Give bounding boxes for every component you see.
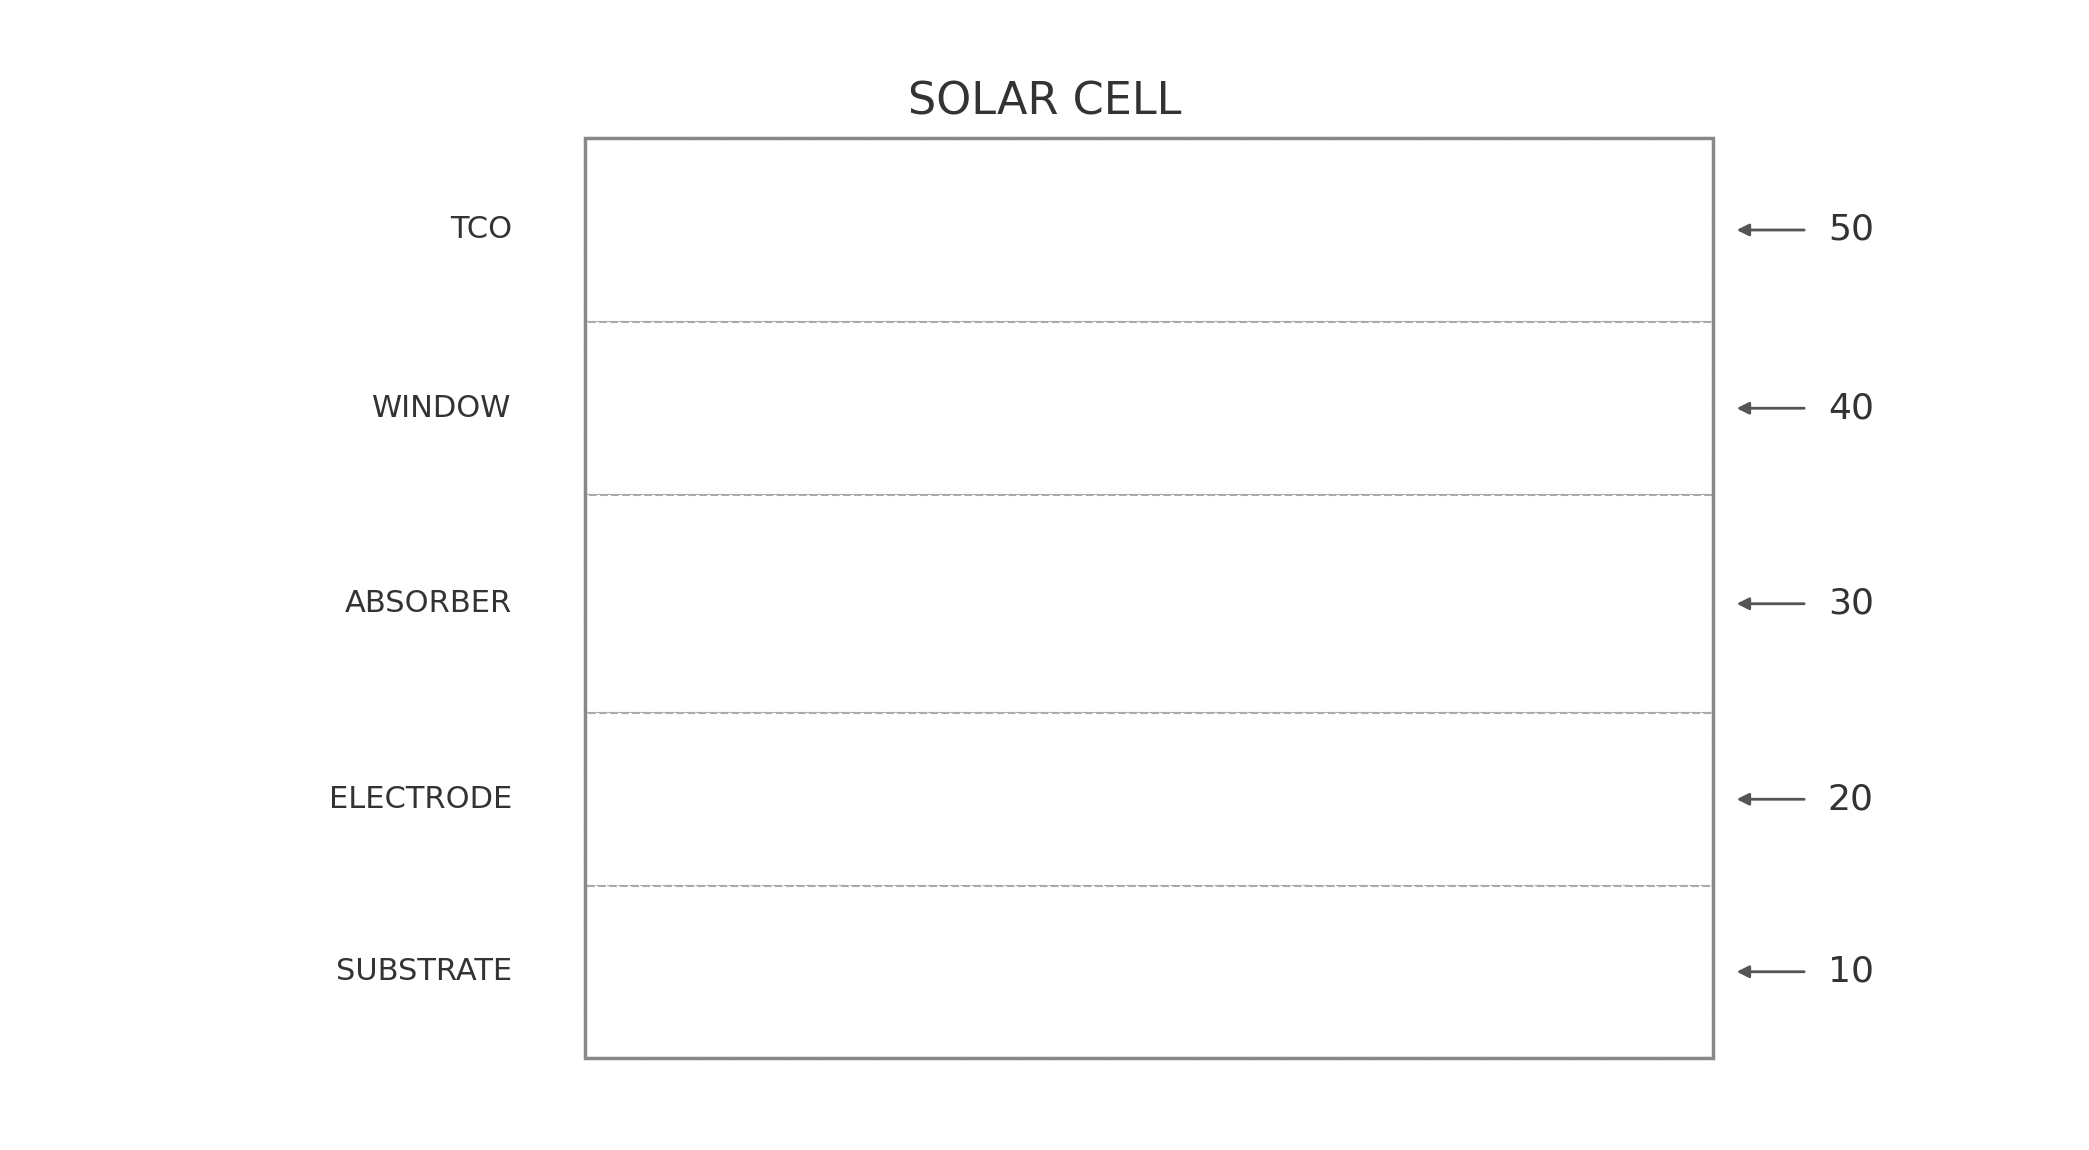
FancyBboxPatch shape: [585, 713, 1713, 886]
Text: SOLAR CELL: SOLAR CELL: [909, 81, 1180, 123]
Text: 20: 20: [1828, 782, 1874, 816]
Text: 30: 30: [1828, 586, 1874, 621]
Text: 40: 40: [1828, 391, 1874, 425]
FancyBboxPatch shape: [585, 322, 1713, 494]
FancyBboxPatch shape: [585, 494, 1713, 713]
Text: ABSORBER: ABSORBER: [345, 589, 512, 619]
Text: TCO: TCO: [449, 215, 512, 245]
FancyBboxPatch shape: [585, 138, 1713, 322]
Text: 10: 10: [1828, 954, 1874, 989]
Text: 50: 50: [1828, 213, 1874, 247]
Text: ELECTRODE: ELECTRODE: [328, 784, 512, 814]
Text: WINDOW: WINDOW: [372, 393, 512, 423]
Text: SUBSTRATE: SUBSTRATE: [336, 957, 512, 987]
FancyBboxPatch shape: [585, 886, 1713, 1058]
